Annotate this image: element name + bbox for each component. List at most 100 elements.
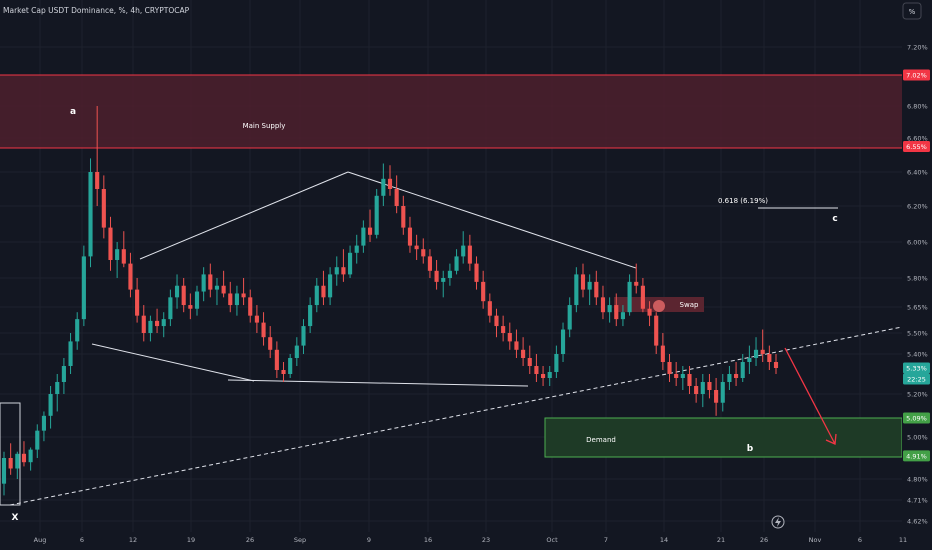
scale-toggle-label: % — [909, 8, 916, 16]
candle-down — [181, 285, 186, 306]
y-tick-label: 6.20% — [907, 203, 928, 211]
time-axis[interactable]: Aug 6 12 19 26 Sep 9 16 23 Oct 7 14 21 26 Nov 6 11 — [34, 536, 907, 544]
candle-down — [541, 374, 546, 378]
candle-up — [15, 453, 20, 469]
candle-up — [381, 178, 386, 196]
dashed-trendline[interactable] — [9, 326, 903, 506]
candle-up — [314, 285, 319, 306]
candle-down — [501, 326, 506, 333]
projection-arrow-line[interactable] — [784, 347, 836, 445]
bolt-icon[interactable] — [771, 515, 785, 529]
scale-toggle-button[interactable]: % — [902, 2, 922, 20]
price-axis[interactable]: 7.20% 6.80% 6.60% 6.40% 6.20% 6.00% 5.80% 5.65%… — [902, 0, 932, 550]
candle-up — [740, 362, 745, 378]
x-tick-label: Sep — [294, 536, 306, 544]
candle-down — [135, 289, 140, 316]
candle-down — [674, 374, 679, 378]
candle-up — [288, 358, 293, 374]
price-badge-timer — [903, 373, 930, 385]
candle-down — [521, 349, 526, 358]
candle-up — [727, 374, 732, 382]
wave-label-b: b — [747, 444, 754, 454]
candle-up — [587, 281, 592, 290]
candle-up — [374, 195, 379, 235]
candle-up — [354, 245, 359, 253]
wave-label-x: X — [12, 513, 19, 523]
candle-down — [248, 297, 253, 316]
x-tick-label: 11 — [899, 536, 907, 544]
candle-down — [514, 341, 519, 350]
main-supply-zone[interactable] — [0, 75, 902, 148]
candle-down — [421, 249, 426, 257]
candle-up — [547, 372, 552, 378]
candle-down — [527, 358, 532, 366]
candle-up — [201, 274, 206, 292]
candle-up — [700, 382, 705, 394]
candle-down — [321, 285, 326, 298]
candle-up — [567, 305, 572, 330]
price-badge-label: 22:25 — [907, 375, 926, 383]
candle-up — [194, 291, 200, 309]
candle-up — [75, 319, 80, 342]
candle-up — [68, 341, 73, 366]
candle-up — [627, 281, 632, 313]
candle-up — [88, 172, 93, 257]
candle-down — [773, 362, 779, 368]
candle-down — [467, 245, 472, 264]
candle-up — [61, 366, 66, 382]
candle-up — [334, 267, 339, 275]
candle-down — [101, 189, 106, 228]
candle-down — [108, 227, 113, 260]
candle-down — [128, 263, 133, 290]
candle-down — [534, 366, 539, 374]
candle-up — [441, 278, 446, 282]
candle-down — [254, 315, 259, 323]
candle-up — [148, 320, 153, 333]
candle-down — [654, 315, 659, 346]
x-tick-label: 21 — [717, 536, 725, 544]
candle-down — [121, 249, 126, 264]
candle-down — [580, 274, 586, 290]
candle-down — [494, 315, 499, 327]
candle-down — [487, 301, 492, 316]
candle-down — [221, 285, 226, 294]
projection-arrow[interactable] — [784, 347, 837, 445]
candle-down — [261, 322, 266, 338]
candle-up — [607, 305, 612, 313]
price-badge-supply — [903, 69, 930, 81]
demand-label: Demand — [586, 436, 616, 444]
candle-down — [660, 345, 665, 362]
symbol-title: Market Cap USDT Dominance, %, 4h, CRYPTO… — [3, 6, 190, 15]
x-tick-label: 6 — [80, 536, 84, 544]
candle-up — [348, 252, 353, 275]
candle-down — [734, 374, 739, 378]
candle-down — [594, 281, 599, 298]
trendline-upper-left[interactable] — [139, 171, 349, 260]
candles-layer — [1, 106, 779, 496]
candle-up — [328, 274, 333, 298]
candle-down — [367, 227, 373, 235]
x-tick-label: Nov — [809, 536, 822, 544]
candle-up — [161, 319, 166, 327]
candle-up — [447, 270, 452, 278]
trendline-lower-flat[interactable] — [227, 379, 529, 387]
x-tick-label: Aug — [34, 536, 47, 544]
candle-down — [687, 374, 692, 386]
x-tick-label: 26 — [246, 536, 254, 544]
candle-down — [481, 281, 486, 302]
candle-down — [507, 333, 512, 342]
wave-label-c: c — [832, 214, 837, 224]
candle-down — [95, 172, 100, 189]
x-tick-label: 7 — [604, 536, 608, 544]
projection-arrow-head — [825, 433, 837, 445]
demand-zone[interactable] — [544, 417, 903, 458]
candle-up — [753, 349, 759, 358]
fib-label: 0.618 (6.19%) — [718, 197, 768, 205]
candle-down — [188, 305, 193, 309]
candle-down — [640, 285, 645, 309]
trendline-upper-right[interactable] — [347, 171, 637, 269]
trendline-lower-left[interactable] — [91, 343, 255, 382]
x-tick-label: 26 — [760, 536, 768, 544]
y-tick-label: 6.80% — [907, 103, 928, 111]
